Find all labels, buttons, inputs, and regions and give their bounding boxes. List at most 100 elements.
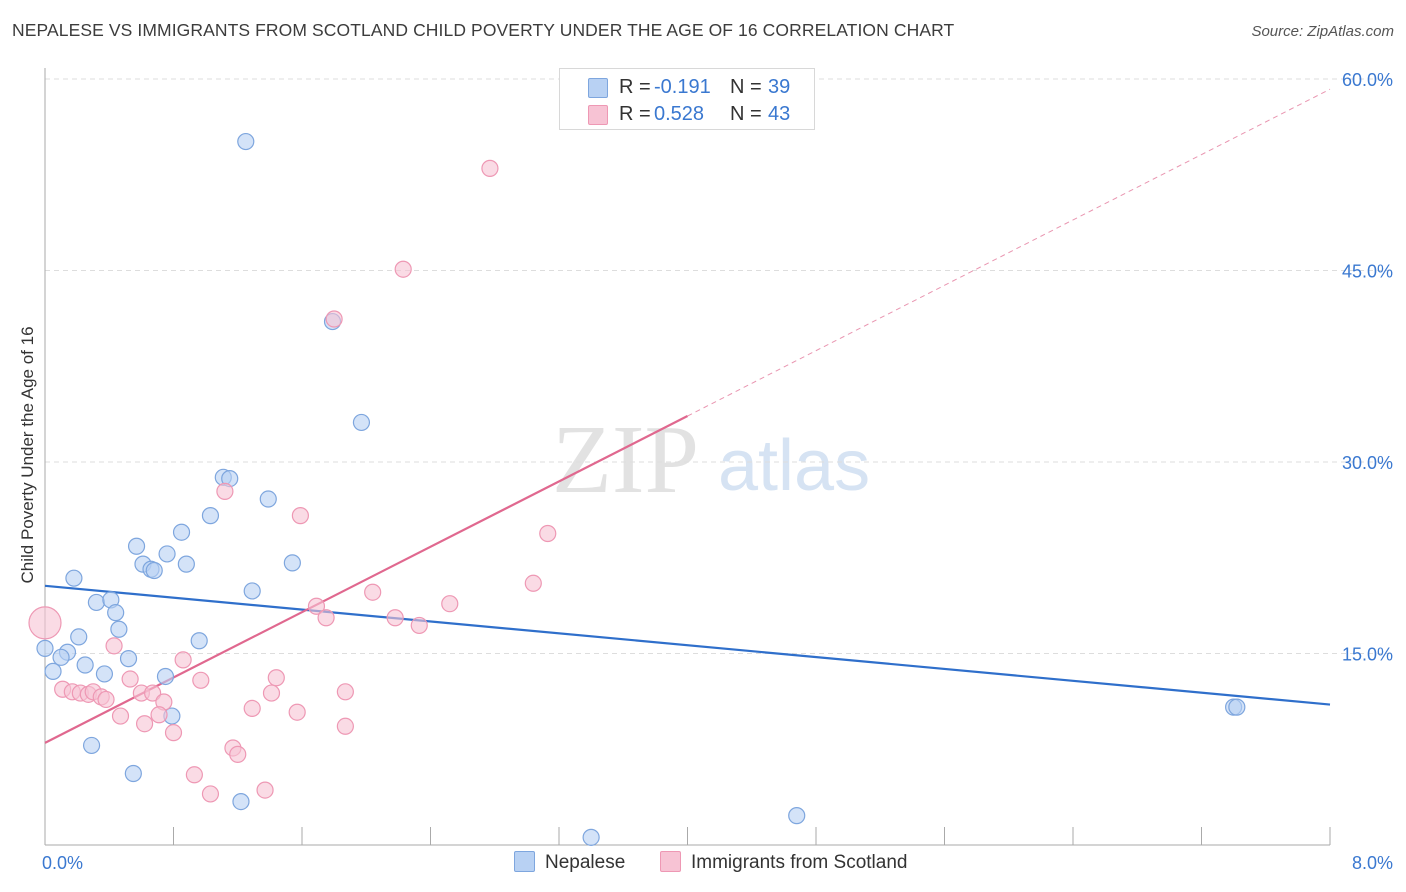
point-nepalese <box>44 662 62 680</box>
source-label: Source: ZipAtlas.com <box>1251 23 1394 40</box>
point-scotland <box>216 482 234 500</box>
point-nepalese <box>119 650 138 668</box>
point-nepalese <box>259 490 277 508</box>
point-scotland <box>121 670 139 688</box>
y-tick-label: 30.0% <box>1342 453 1393 473</box>
point-scotland <box>144 684 162 702</box>
point-nepalese <box>190 632 208 650</box>
r-label: R = <box>619 103 651 125</box>
point-scotland <box>185 766 203 784</box>
legend-swatch-pink <box>588 105 608 125</box>
point-scotland <box>394 260 412 278</box>
point-scotland <box>288 703 306 721</box>
point-nepalese <box>70 628 88 646</box>
axes <box>44 68 1331 846</box>
point-scotland <box>201 785 220 803</box>
stats-legend: R = -0.191 N = 39 R = 0.528 N = 43 <box>559 68 815 130</box>
point-nepalese <box>110 620 128 638</box>
y-tick-label: 45.0% <box>1342 262 1393 282</box>
point-scotland <box>105 637 123 655</box>
point-scotland <box>386 609 404 627</box>
point-scotland <box>97 690 115 709</box>
point-nepalese <box>352 413 371 432</box>
point-scotland <box>111 707 130 725</box>
stats-row-nepalese: R = -0.191 N = 39 <box>560 74 814 102</box>
watermark-atlas: atlas <box>718 426 870 506</box>
tick-labels: 15.0% 30.0% 45.0% 60.0% 0.0% 8.0% <box>42 70 1393 873</box>
point-nepalese <box>36 639 54 657</box>
trend-line-nepalese <box>44 584 1331 706</box>
point-scotland <box>229 745 247 763</box>
point-nepalese <box>124 764 142 783</box>
r-label: R = <box>619 76 651 98</box>
point-scotland <box>267 669 285 687</box>
legend-item-scotland[interactable]: Immigrants from Scotland <box>660 851 907 874</box>
series-legend: Nepalese Immigrants from Scotland <box>0 851 1406 879</box>
point-scotland <box>164 724 183 742</box>
point-scotland <box>307 597 326 615</box>
legend-swatch-pink <box>660 851 681 872</box>
point-nepalese <box>65 569 83 587</box>
n-value: 39 <box>768 76 791 98</box>
point-nepalese <box>1228 698 1246 716</box>
n-label: N = <box>730 103 762 125</box>
point-nepalese <box>201 507 220 525</box>
watermark: ZIP atlas <box>552 406 870 514</box>
legend-label: Immigrants from Scotland <box>691 852 908 873</box>
point-scotland <box>28 606 62 640</box>
point-scotland <box>336 683 354 701</box>
point-nepalese <box>145 561 163 580</box>
n-label: N = <box>730 76 762 98</box>
point-nepalese <box>76 656 94 674</box>
point-nepalese <box>283 554 301 572</box>
point-scotland <box>539 524 557 543</box>
point-nepalese <box>107 604 125 622</box>
point-scotland <box>325 310 343 328</box>
point-nepalese <box>158 545 176 563</box>
point-nepalese <box>156 667 175 686</box>
point-scotland <box>317 609 335 627</box>
point-scotland <box>243 699 261 717</box>
legend-swatch-blue <box>514 851 535 872</box>
x-tick-label: 0.0% <box>42 853 83 873</box>
point-nepalese <box>82 736 101 755</box>
x-tick-label: 8.0% <box>1352 853 1393 873</box>
point-scotland <box>174 651 192 669</box>
point-scotland <box>336 717 354 735</box>
point-scotland <box>262 684 281 702</box>
watermark-zip: ZIP <box>552 406 699 514</box>
point-nepalese <box>172 523 191 541</box>
stats-row-scotland: R = 0.528 N = 43 <box>560 101 814 129</box>
r-value: -0.191 <box>654 76 711 98</box>
trend-lines <box>44 88 1331 744</box>
trend-line-scotland-extension <box>687 88 1331 417</box>
grid-lines <box>45 78 1392 654</box>
point-scotland <box>150 706 168 724</box>
point-scotland <box>192 671 210 689</box>
point-scotland <box>524 574 542 592</box>
point-scotland <box>364 583 382 601</box>
y-axis-label: Child Poverty Under the Age of 16 <box>18 326 37 584</box>
point-nepalese <box>243 582 261 600</box>
y-tick-label: 60.0% <box>1342 70 1393 90</box>
y-tick-label: 15.0% <box>1342 645 1393 665</box>
point-scotland <box>291 507 309 525</box>
point-nepalese <box>177 555 195 573</box>
legend-item-nepalese[interactable]: Nepalese <box>514 851 625 874</box>
legend-swatch-blue <box>588 78 608 98</box>
point-nepalese <box>87 593 106 612</box>
n-value: 43 <box>768 103 791 125</box>
point-nepalese <box>95 665 114 683</box>
point-scotland <box>481 159 499 177</box>
point-nepalese <box>127 537 146 555</box>
data-points <box>28 132 1246 846</box>
point-nepalese <box>237 132 255 151</box>
point-nepalese <box>52 648 70 666</box>
point-scotland <box>135 715 154 733</box>
chart-title: NEPALESE VS IMMIGRANTS FROM SCOTLAND CHI… <box>12 20 955 40</box>
legend-label: Nepalese <box>545 852 626 873</box>
point-scotland <box>410 616 428 635</box>
point-nepalese <box>232 792 250 811</box>
point-scotland <box>256 781 274 799</box>
